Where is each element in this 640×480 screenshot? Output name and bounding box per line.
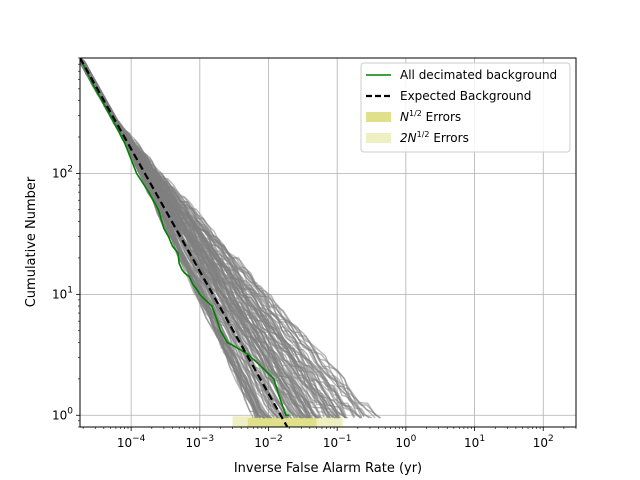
x-axis-label: Inverse False Alarm Rate (yr)	[234, 461, 422, 476]
axes-frame	[79, 57, 577, 428]
series-expected-background	[80, 58, 289, 427]
y-axis-ticks: 100 101 102	[52, 57, 80, 428]
legend-label: Expected Background	[400, 89, 531, 103]
series-layer	[80, 58, 290, 427]
legend-label: N1/2 Errors	[400, 109, 461, 124]
x-tick-label: 10−4	[117, 434, 146, 450]
series-all-decimated-background	[80, 58, 290, 417]
x-tick-label: 102	[533, 434, 554, 450]
y-tick-label: 102	[52, 164, 73, 180]
y-tick-label: 101	[52, 285, 73, 301]
y-tick-label: 100	[52, 406, 73, 422]
legend-patch	[366, 112, 391, 122]
legend-box	[360, 62, 571, 153]
x-tick-label: 10−3	[186, 434, 215, 450]
error-bands	[232, 416, 343, 427]
x-tick-label: 100	[395, 434, 416, 450]
legend: All decimated background Expected Backgro…	[360, 62, 571, 153]
x-tick-label: 10−2	[254, 434, 283, 450]
plot-area	[80, 58, 382, 427]
error-band-1sigma	[247, 417, 317, 427]
y-axis-label: Cumulative Number	[24, 176, 39, 307]
background-sample-line	[80, 58, 331, 419]
x-tick-label: 101	[464, 434, 485, 450]
legend-patch	[366, 133, 391, 143]
legend-label: All decimated background	[400, 68, 557, 82]
x-axis-ticks: 10−4 10−3 10−2 10−1 100 101 102	[82, 427, 577, 450]
legend-label: 2N1/2 Errors	[400, 130, 469, 145]
x-tick-label: 10−1	[323, 434, 352, 450]
